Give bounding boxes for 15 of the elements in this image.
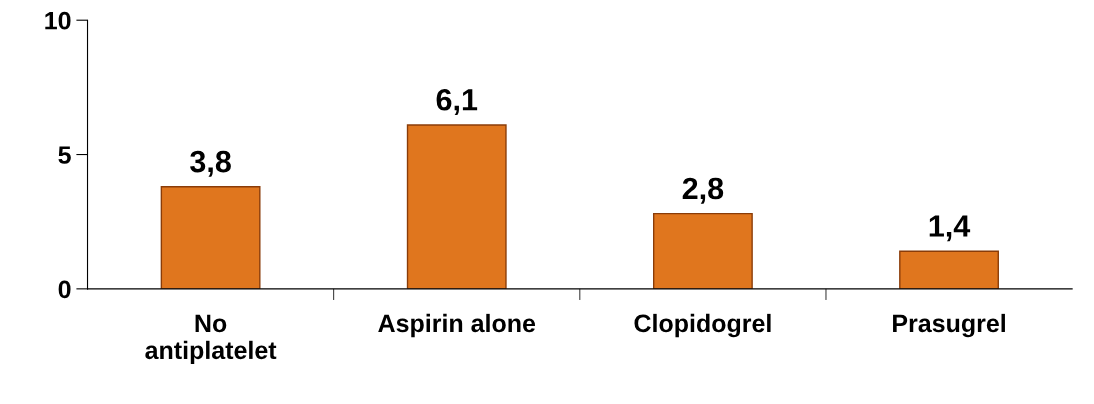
data-label: 1,4	[929, 215, 971, 242]
x-tick-label: No antiplatelet	[145, 314, 277, 365]
x-tick-label: Aspirin alone	[378, 313, 536, 338]
y-tick-label: 0	[58, 280, 71, 299]
y-tick-label: 5	[58, 146, 71, 164]
y-tick-label: 10	[45, 11, 71, 30]
x-tick-label: Prasugrel	[893, 313, 1005, 338]
bar	[160, 186, 261, 289]
bar	[406, 124, 507, 289]
data-label: 6,1	[436, 88, 478, 116]
data-label: 2,8	[682, 177, 724, 204]
bar	[652, 212, 753, 289]
bar	[899, 250, 999, 289]
x-tick-label: Clopidogrel	[634, 313, 771, 338]
data-label: 3,8	[190, 150, 231, 177]
